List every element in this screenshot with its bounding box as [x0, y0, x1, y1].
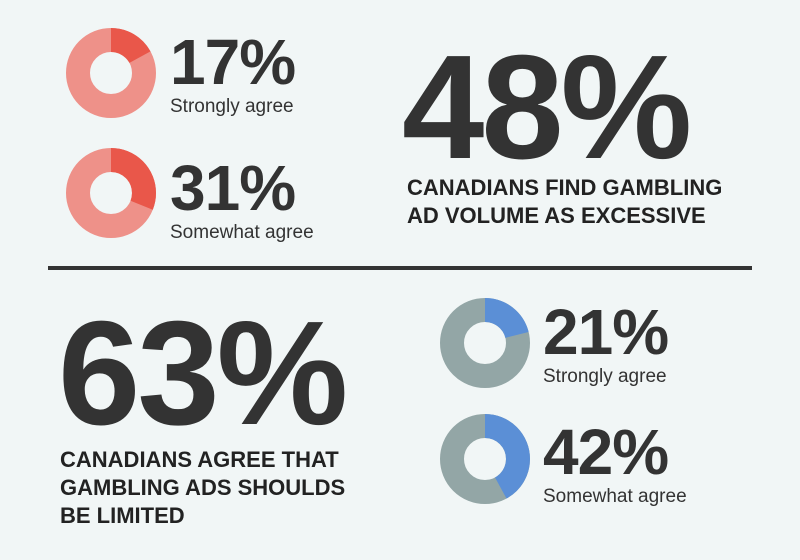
donut-svg — [66, 28, 156, 118]
percent-value: 21% — [543, 296, 669, 368]
caption-line: GAMBLING ADS SHOULDS — [60, 475, 346, 500]
percent-label: Strongly agree — [543, 366, 667, 387]
headline-percent: 63% — [58, 291, 348, 456]
section-divider — [48, 266, 752, 270]
donut-svg — [66, 148, 156, 238]
donut-somewhat-agree-top — [66, 148, 156, 238]
donut-slice — [440, 414, 530, 504]
donut-slice — [66, 28, 156, 118]
donut-svg — [440, 298, 530, 388]
percent-label: Somewhat agree — [170, 222, 314, 243]
caption-line: CANADIANS AGREE THAT — [60, 447, 339, 472]
percent-label: Strongly agree — [170, 96, 294, 117]
headline-percent: 48% — [402, 25, 692, 190]
caption-line: BE LIMITED — [60, 503, 185, 528]
percent-value: 42% — [543, 416, 669, 488]
caption-line: CANADIANS FIND GAMBLING — [407, 175, 723, 200]
caption-line: AD VOLUME AS EXCESSIVE — [407, 203, 706, 228]
donut-slice — [440, 298, 530, 388]
donut-strongly-agree-top — [66, 28, 156, 118]
donut-somewhat-agree-bottom — [440, 414, 530, 504]
donut-slice — [66, 148, 156, 238]
donut-strongly-agree-bottom — [440, 298, 530, 388]
percent-label: Somewhat agree — [543, 486, 687, 507]
donut-svg — [440, 414, 530, 504]
percent-value: 17% — [170, 26, 296, 98]
percent-value: 31% — [170, 152, 296, 224]
